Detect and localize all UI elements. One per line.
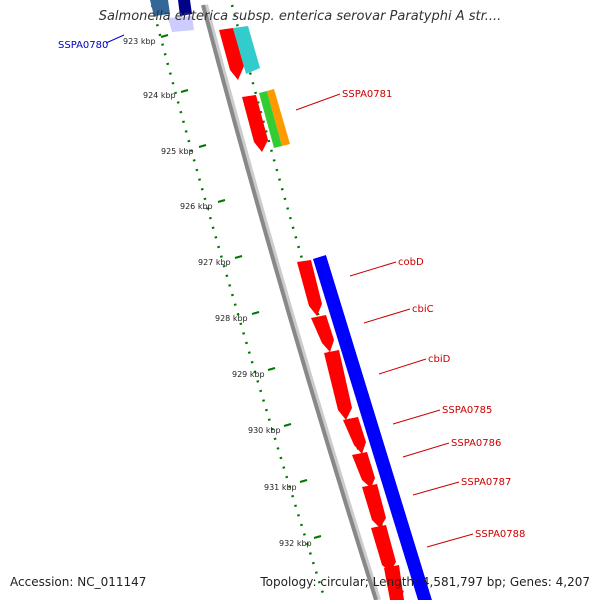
gene-label-ssp0786[interactable]: SSPA0786: [451, 438, 501, 449]
ruler-major-tick: [267, 367, 276, 371]
accession-text: Accession: NC_011147: [10, 575, 147, 589]
gene-feature-red[interactable]: [362, 484, 386, 528]
ruler-major-tick: [217, 199, 226, 203]
gene-label-ssp0787[interactable]: SSPA0787: [461, 477, 511, 488]
ruler-label: 927 kbp: [198, 258, 231, 267]
ruler-label: 928 kbp: [215, 314, 248, 323]
gene-feature-red[interactable]: [343, 417, 366, 454]
ruler-label: 930 kbp: [248, 426, 281, 435]
gene-feature-red[interactable]: [219, 28, 244, 80]
ruler-label: 923 kbp: [123, 37, 156, 46]
label-leaders: [105, 34, 474, 548]
gene-feature-blue-long[interactable]: [313, 255, 432, 600]
feature-ssp0780-region[interactable]: [150, 0, 194, 32]
gene-feature-red[interactable]: [242, 95, 268, 152]
gene-feature-red[interactable]: [324, 350, 352, 420]
ruler-label: 932 kbp: [279, 539, 312, 548]
gene-label-ssp0780[interactable]: SSPA0780: [58, 40, 108, 51]
gene-feature-orange[interactable]: [267, 89, 290, 146]
gene-feature-red[interactable]: [371, 525, 396, 572]
gene-feature-red[interactable]: [384, 565, 404, 600]
gene-feature-red[interactable]: [352, 452, 375, 488]
gene-feature-navy-top[interactable]: [178, 0, 192, 16]
gene-feature-blue-outline: [326, 254, 436, 600]
ruler-major-tick: [251, 311, 260, 315]
ruler-ticks: [160, 34, 322, 539]
gene-label-cbid[interactable]: cbiD: [428, 354, 451, 365]
ruler-label: 929 kbp: [232, 370, 265, 379]
ruler-label: 926 kbp: [180, 202, 213, 211]
ruler-major-tick: [198, 144, 207, 148]
ruler-label: 931 kbp: [264, 483, 297, 492]
genome-title: Salmonella enterica subsp. enterica sero…: [98, 9, 502, 24]
ruler-major-tick: [299, 479, 308, 483]
ruler-labels: 923 kbp 924 kbp 925 kbp 926 kbp 927 kbp …: [123, 37, 312, 548]
gene-feature-red[interactable]: [311, 315, 334, 352]
gene-feature-green[interactable]: [259, 91, 282, 148]
gene-feature-blue-top[interactable]: [150, 0, 170, 16]
ruler-major-tick: [313, 535, 322, 539]
ruler-major-tick: [283, 423, 292, 427]
genome-summary-text: Topology: circular; Length: 4,581,797 bp…: [260, 575, 590, 589]
ruler-major-tick: [180, 89, 189, 93]
ruler-label: 924 kbp: [143, 91, 176, 100]
gene-label-ssp0788[interactable]: SSPA0788: [475, 529, 525, 540]
ruler-label: 925 kbp: [161, 147, 194, 156]
ruler-major-tick: [160, 34, 169, 38]
ruler-major-tick: [234, 255, 243, 259]
gene-label-cbic[interactable]: cbiC: [412, 304, 434, 315]
gene-labels: SSPA0780 SSPA0781 cobD cbiC cbiD SSPA078…: [58, 40, 525, 540]
gene-feature-lightblue-top[interactable]: [168, 16, 194, 32]
gene-feature-red[interactable]: [297, 260, 322, 316]
gene-label-cobd[interactable]: cobD: [398, 257, 424, 268]
backbone-line: [201, 4, 378, 601]
gene-label-ssp0781[interactable]: SSPA0781: [342, 89, 392, 100]
gene-feature-cyan[interactable]: [233, 26, 260, 74]
ruler-dotted-track: [150, 4, 327, 601]
gene-label-ssp0785[interactable]: SSPA0785: [442, 405, 492, 416]
